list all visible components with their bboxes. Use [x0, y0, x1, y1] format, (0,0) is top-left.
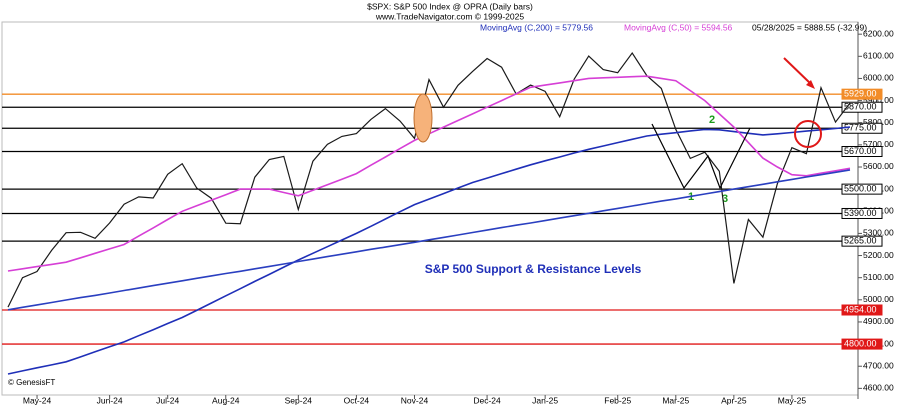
y-tick-label: 5900.00 [863, 95, 894, 105]
x-tick-label: Aug-24 [212, 395, 240, 405]
level-label: 5870.00 [844, 102, 877, 112]
y-tick-label: 6000.00 [863, 73, 894, 83]
annotation: 2 [709, 114, 715, 126]
pattern-arrows [651, 123, 751, 190]
level-label-box [841, 207, 883, 219]
last-price: 05/28/2025 = 5888.55 (-32.99) [752, 22, 867, 32]
x-tick-label: Dec-24 [473, 395, 501, 405]
series-line [7, 126, 851, 375]
y-tick-label: 5600.00 [863, 161, 894, 171]
annotation: S&P 500 Support & Resistance Levels [425, 262, 642, 276]
y-tick-label: 5100.00 [863, 272, 894, 282]
x-tick-label: Apr-25 [721, 395, 747, 405]
level-label: 5670.00 [844, 146, 877, 156]
x-tick-label: Feb-25 [604, 395, 631, 405]
y-tick-label: 5700.00 [863, 139, 894, 149]
level-label-box [841, 101, 883, 113]
arrow-head [806, 80, 815, 89]
source: www.TradeNavigator.com © 1999-2025 [375, 11, 524, 21]
level-label: 5265.00 [844, 236, 877, 246]
x-tick-label: Jun-24 [97, 395, 123, 405]
level-label: 4954.00 [844, 304, 877, 314]
annotation: © GenesisFT [8, 378, 55, 387]
x-tick-label: May-24 [23, 395, 52, 405]
highlight-circle [794, 120, 822, 148]
y-tick-label: 5300.00 [863, 228, 894, 238]
level-label-box [841, 235, 883, 247]
level-label-box [841, 304, 883, 316]
x-tick-label: Jan-25 [532, 395, 558, 405]
x-tick-label: Jul-24 [156, 395, 179, 405]
level-label: 5390.00 [844, 208, 877, 218]
y-tick-label: 5200.00 [863, 250, 894, 260]
price-line [7, 51, 851, 308]
x-tick-label: Nov-24 [401, 395, 429, 405]
level-label-box [841, 88, 883, 100]
chart-title: $SPX: S&P 500 Index @ OPRA (Daily bars) [367, 1, 533, 11]
y-tick-label: 4700.00 [863, 360, 894, 370]
y-tick-label: 4600.00 [863, 383, 894, 393]
x-tick-label: Mar-25 [662, 395, 689, 405]
legend-entry: MovingAvg (C,50) = 5594.56 [624, 22, 733, 32]
y-tick-label: 5000.00 [863, 294, 894, 304]
level-label: 5500.00 [844, 184, 877, 194]
legend-entry: MovingAvg (C,200) = 5779.56 [480, 22, 593, 32]
level-label-box [841, 183, 883, 195]
annotation: 3 [722, 193, 728, 205]
x-tick-label: Sep-24 [285, 395, 313, 405]
level-label: 5775.00 [844, 123, 877, 133]
arrow [783, 57, 813, 86]
highlight-ellipse [413, 93, 433, 143]
y-tick-label: 6100.00 [863, 51, 894, 61]
level-label-box [841, 338, 883, 350]
level-label: 4800.00 [844, 338, 877, 348]
level-label-box [841, 145, 883, 157]
y-tick-label: 4900.00 [863, 316, 894, 326]
y-tick-label: 5800.00 [863, 117, 894, 127]
level-label: 5929.00 [844, 89, 877, 99]
series-line [7, 169, 851, 311]
x-tick-label: May-25 [778, 395, 807, 405]
y-tick-label: 6200.00 [863, 28, 894, 38]
x-tick-label: Oct-24 [344, 395, 370, 405]
